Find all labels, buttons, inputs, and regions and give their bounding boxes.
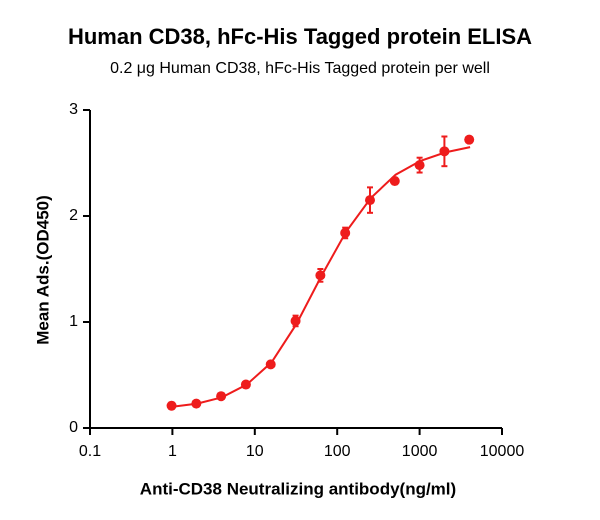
chart-subtitle: 0.2 μg Human CD38, hFc-His Tagged protei…	[110, 60, 490, 77]
data-point	[340, 227, 351, 238]
x-axis-label: Anti-CD38 Neutralizing antibody(ng/ml)	[140, 479, 456, 498]
data-point	[364, 195, 375, 206]
data-point	[216, 391, 227, 402]
data-point	[464, 134, 475, 145]
y-tick-label: 2	[69, 207, 78, 224]
data-point	[240, 379, 251, 390]
data-point	[315, 270, 326, 281]
x-tick-label: 10000	[480, 443, 525, 460]
x-tick-label: 100	[324, 443, 351, 460]
data-point	[389, 176, 400, 187]
y-tick-label: 0	[69, 419, 78, 436]
y-axis-label: Mean Ads.(OD450)	[33, 195, 52, 345]
y-tick-label: 3	[69, 101, 78, 118]
chart-title: Human CD38, hFc-His Tagged protein ELISA	[68, 24, 532, 49]
data-point	[166, 400, 177, 411]
y-tick-label: 1	[69, 313, 78, 330]
data-point	[265, 359, 276, 370]
data-point	[414, 160, 425, 171]
data-point	[290, 315, 301, 326]
x-tick-label: 1000	[402, 443, 438, 460]
x-tick-label: 0.1	[79, 443, 101, 460]
x-tick-label: 10	[246, 443, 264, 460]
data-point	[439, 146, 450, 157]
data-point	[191, 398, 202, 409]
x-tick-label: 1	[168, 443, 177, 460]
